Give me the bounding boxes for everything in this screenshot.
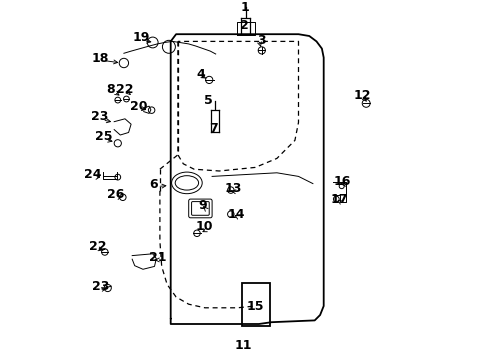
Text: 1: 1 [240,1,248,14]
Text: 10: 10 [195,220,212,233]
Text: 25: 25 [95,130,112,143]
Text: 20: 20 [129,100,147,113]
Text: 22: 22 [89,240,106,253]
Text: 5: 5 [203,94,212,107]
Text: 16: 16 [333,175,350,188]
Text: 12: 12 [353,89,370,102]
Text: 21: 21 [148,251,166,264]
Text: 19: 19 [132,31,149,44]
Text: 6: 6 [149,178,158,191]
Text: 17: 17 [329,193,347,206]
Ellipse shape [171,172,202,194]
Text: 9: 9 [199,199,207,212]
FancyBboxPatch shape [188,199,212,218]
Text: 24: 24 [83,168,101,181]
Bar [241,283,269,326]
Text: 13: 13 [224,183,241,195]
Text: 23: 23 [91,111,108,123]
Text: 3: 3 [257,34,265,47]
Text: 11: 11 [235,339,252,352]
Text: 7: 7 [209,122,218,135]
Text: 15: 15 [246,300,264,312]
Text: 8: 8 [106,83,115,96]
Text: 4: 4 [196,68,204,81]
Text: 18: 18 [92,52,109,65]
Text: 14: 14 [227,208,245,221]
Text: 22: 22 [116,83,133,96]
Text: 23: 23 [92,280,109,293]
Text: 26: 26 [107,188,124,201]
Text: 2: 2 [240,19,248,32]
